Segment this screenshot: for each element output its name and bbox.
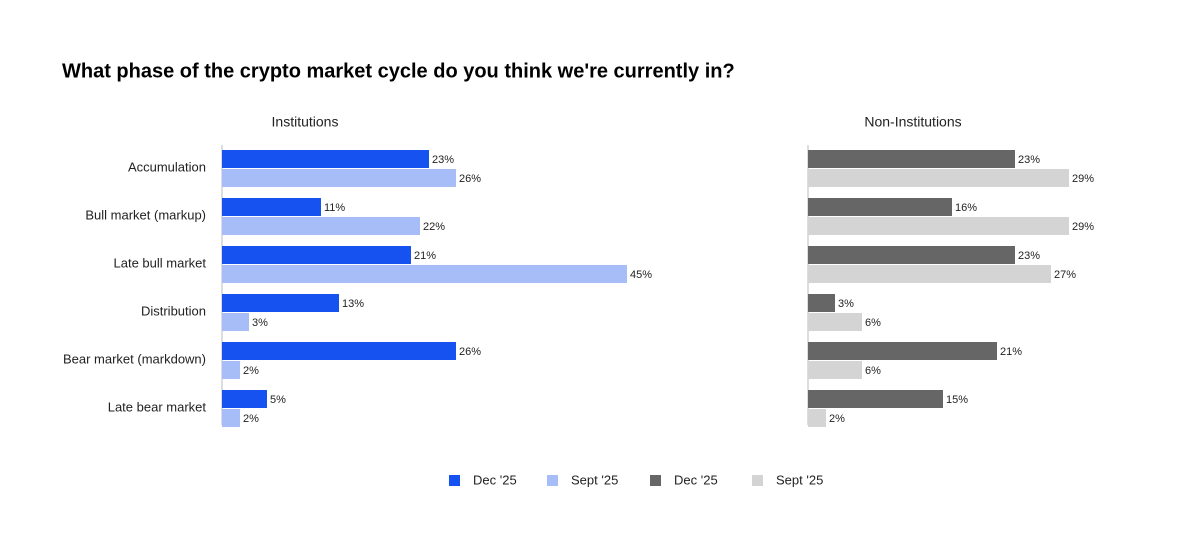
bar [222,342,456,360]
bar [222,390,267,408]
bar [808,390,943,408]
bar [222,409,240,427]
legend-label: Sept '25 [776,472,823,487]
value-label: 27% [1054,269,1076,281]
legend-label: Dec '25 [473,472,517,487]
category-label: Bull market (markup) [85,207,206,222]
chart-title: What phase of the crypto market cycle do… [62,60,735,82]
value-label: 6% [865,365,881,377]
value-label: 29% [1072,221,1094,233]
value-label: 23% [1018,250,1040,262]
bar [808,294,835,312]
value-label: 23% [1018,154,1040,166]
legend-label: Dec '25 [674,472,718,487]
value-label: 2% [243,365,259,377]
legend-swatch [752,475,763,486]
panel-subtitle: Institutions [272,114,339,130]
bar [808,342,997,360]
bar [222,313,249,331]
bar [222,150,429,168]
bar [808,169,1069,187]
bar [808,265,1051,283]
value-label: 45% [630,269,652,281]
bar [808,246,1015,264]
value-label: 2% [243,413,259,425]
value-label: 11% [324,202,345,214]
bar [808,150,1015,168]
value-label: 26% [459,173,481,185]
category-label: Late bear market [108,399,207,414]
value-label: 5% [270,394,286,406]
legend-label: Sept '25 [571,472,618,487]
bar [808,217,1069,235]
value-label: 26% [459,346,481,358]
legend-swatch [449,475,460,486]
value-label: 3% [252,317,268,329]
bar [222,294,339,312]
bar [222,361,240,379]
bar [222,217,420,235]
bar [808,361,862,379]
category-label: Bear market (markdown) [63,351,206,366]
value-label: 22% [423,221,445,233]
category-label: Accumulation [128,159,206,174]
legend-swatch [650,475,661,486]
bar [222,198,321,216]
value-label: 29% [1072,173,1094,185]
value-label: 23% [432,154,454,166]
bar [222,265,627,283]
value-label: 3% [838,298,854,310]
value-label: 16% [955,202,977,214]
bar [808,313,862,331]
bar [808,198,952,216]
bar [222,169,456,187]
value-label: 13% [342,298,364,310]
legend-swatch [547,475,558,486]
category-label: Distribution [141,303,206,318]
value-label: 15% [946,394,968,406]
category-label: Late bull market [114,255,207,270]
value-label: 2% [829,413,845,425]
bar [808,409,826,427]
value-label: 21% [1000,346,1022,358]
panel-subtitle: Non-Institutions [864,114,961,130]
bar [222,246,411,264]
value-label: 6% [865,317,881,329]
value-label: 21% [414,250,436,262]
